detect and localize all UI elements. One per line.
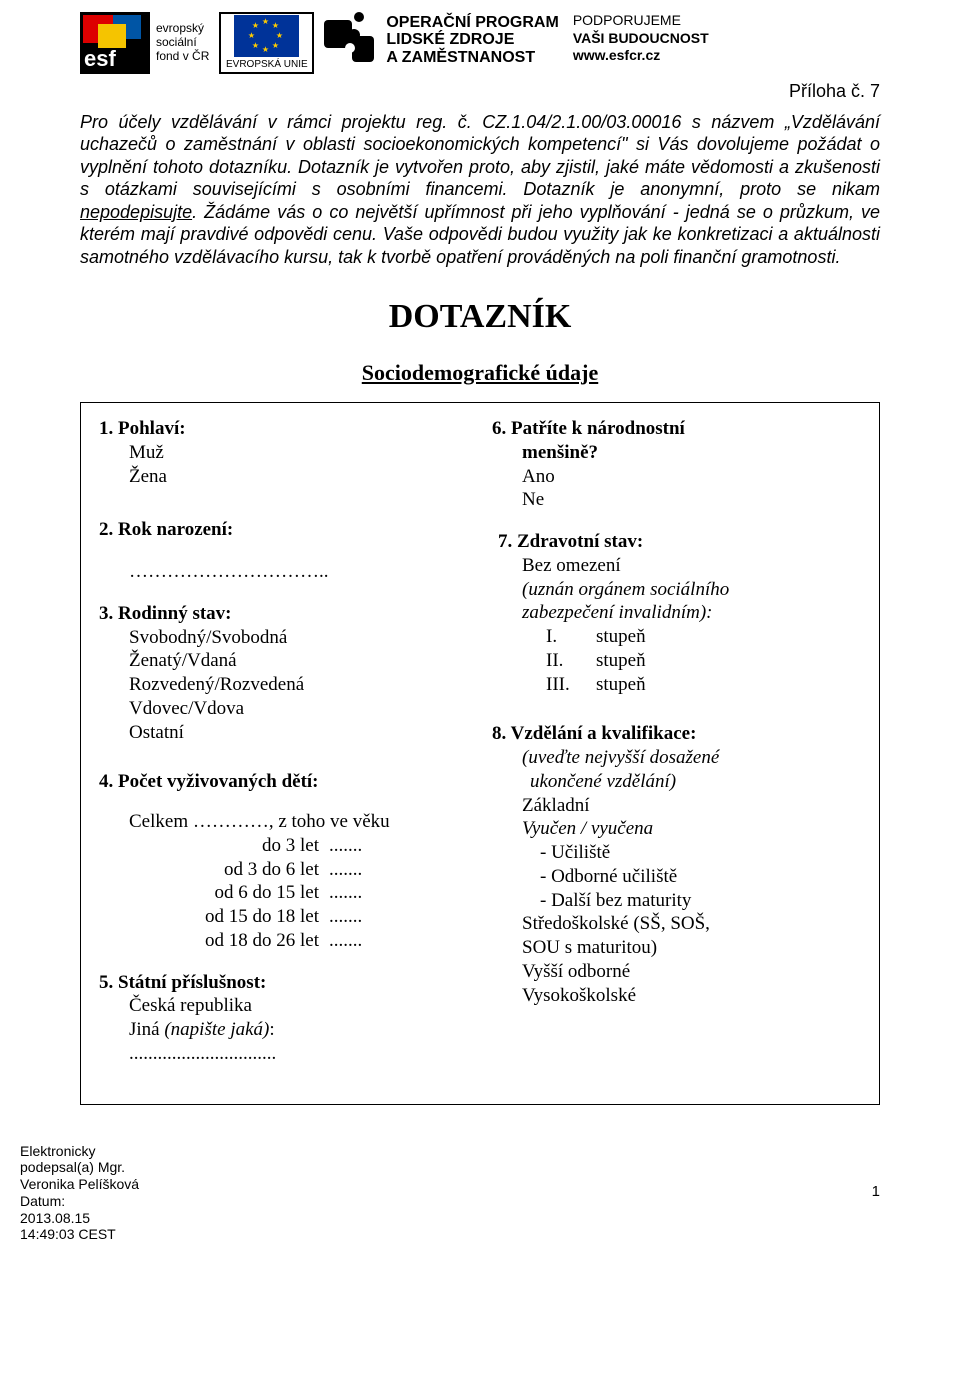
q6-title-b: menšině? [492,441,861,465]
q3-opt-other[interactable]: Ostatní [99,721,468,745]
q6: 6. Patříte k národnostní menšině? Ano Ne [492,417,861,512]
q8-opt-dalsi[interactable]: - Další bez maturity [492,889,861,913]
support-3: www.esfcr.cz [573,47,709,65]
q2-input-line[interactable]: ………………………….. [99,560,468,584]
support-2: VAŠI BUDOUCNOST [573,30,709,48]
q5-opt-other[interactable]: Jiná (napište jaká): [99,1018,468,1042]
esf-caption-3: fond v ČR [156,50,209,64]
sig-l1: Elektronicky [20,1143,880,1160]
q3-opt-divorced[interactable]: Rozvedený/Rozvedená [99,673,468,697]
q1-title: 1. Pohlaví: [99,417,468,441]
q7-title: 7. Zdravotní stav: [492,530,861,554]
form-box: 1. Pohlaví: Muž Žena 2. Rok narození: ……… [80,402,880,1105]
q7-opt-s1[interactable]: I.stupeň [492,625,861,649]
q8-opt-odborne[interactable]: - Odborné učiliště [492,865,861,889]
q3: 3. Rodinný stav: Svobodný/Svobodná Ženat… [99,602,468,745]
eu-flag-icon: ★★ ★★ ★★ ★★ [234,15,299,57]
q8-opt-uciliste[interactable]: - Učiliště [492,841,861,865]
q2-title: 2. Rok narození: [99,518,468,542]
q8-opt-trained: Vyučen / vyučena [492,817,861,841]
esf-icon: esf [80,12,150,74]
page-title: DOTAZNÍK [80,296,880,339]
q5-title: 5. Státní příslušnost: [99,971,468,995]
sig-l6: 14:49:03 CEST [20,1226,880,1243]
q4-row-2[interactable]: od 3 do 6 let....... [99,858,468,882]
q8-opt-vos[interactable]: Vyšší odborné [492,960,861,984]
esf-caption: evropský sociální fond v ČR [156,22,209,63]
q7-opt-s2[interactable]: II.stupeň [492,649,861,673]
document-page: esf evropský sociální fond v ČR ★★ ★★ ★★… [0,0,960,1202]
sig-l5: 2013.08.15 [20,1210,880,1227]
esf-caption-2: sociální [156,36,209,50]
q3-title: 3. Rodinný stav: [99,602,468,626]
q8: 8. Vzdělání a kvalifikace: (uveďte nejvy… [492,722,861,1007]
logo-esf: esf evropský sociální fond v ČR [80,12,209,74]
opz-line3: A ZAMĚSTNANOST [386,49,558,67]
q5-input-line[interactable]: ............................... [99,1042,468,1066]
puzzle-icon [324,12,380,68]
q4-row-1[interactable]: do 3 let....... [99,834,468,858]
q7-note-2: zabezpečení invalidním): [492,601,861,625]
q6-opt-no[interactable]: Ne [492,488,861,512]
support-1: PODPORUJEME [573,12,709,30]
support-block: PODPORUJEME VAŠI BUDOUCNOST www.esfcr.cz [573,12,709,65]
q4-title: 4. Počet vyživovaných dětí: [99,770,468,794]
right-column: 6. Patříte k národnostní menšině? Ano Ne… [492,417,861,1084]
q7-note-1: (uznán orgánem sociálního [492,578,861,602]
q8-opt-ss[interactable]: Středoškolské (SŠ, SOŠ, [492,912,861,936]
q6-opt-yes[interactable]: Ano [492,465,861,489]
q4: 4. Počet vyživovaných dětí: Celkem …………,… [99,770,468,952]
q8-note-2: ukončené vzdělání) [492,770,861,794]
q3-opt-married[interactable]: Ženatý/Vdaná [99,649,468,673]
q5: 5. Státní příslušnost: Česká republika J… [99,971,468,1066]
q2: 2. Rok narození: ………………………….. [99,518,468,584]
intro-a: Pro účely vzdělávání v rámci projektu re… [80,112,880,200]
q6-title-a: 6. Patříte k národnostní [492,417,861,441]
intro-underline: nepodepisujte [80,202,192,222]
q7-opt-s3[interactable]: III.stupeň [492,673,861,697]
logo-opz: OPERAČNÍ PROGRAM LIDSKÉ ZDROJE A ZAMĚSTN… [324,12,558,68]
sig-l2: podepsal(a) Mgr. [20,1159,880,1176]
q4-row-5[interactable]: od 18 do 26 let....... [99,929,468,953]
q8-title: 8. Vzdělání a kvalifikace: [492,722,861,746]
q3-opt-widowed[interactable]: Vdovec/Vdova [99,697,468,721]
opz-text: OPERAČNÍ PROGRAM LIDSKÉ ZDROJE A ZAMĚSTN… [386,14,558,67]
q1-opt-male[interactable]: Muž [99,441,468,465]
q4-row-3[interactable]: od 6 do 15 let....... [99,881,468,905]
opz-line1: OPERAČNÍ PROGRAM [386,14,558,32]
q1: 1. Pohlaví: Muž Žena [99,417,468,488]
esf-caption-1: evropský [156,22,209,36]
q8-note-1: (uveďte nejvyšší dosažené [492,746,861,770]
q8-opt-vs[interactable]: Vysokoškolské [492,984,861,1008]
intro-b: . Žádáme vás o co největší upřímnost při… [80,202,880,267]
page-subtitle: Sociodemografické údaje [80,359,880,387]
q7-opt-none[interactable]: Bez omezení [492,554,861,578]
eu-label: EVROPSKÁ UNIE [226,59,308,72]
esf-abbr: esf [84,45,116,73]
left-column: 1. Pohlaví: Muž Žena 2. Rok narození: ……… [99,417,468,1084]
logo-eu: ★★ ★★ ★★ ★★ EVROPSKÁ UNIE [219,12,314,74]
opz-line2: LIDSKÉ ZDROJE [386,31,558,49]
q8-opt-ss-b: SOU s maturitou) [492,936,861,960]
q4-total-line[interactable]: Celkem …………, z toho ve věku [99,810,468,834]
q5-opt-cz[interactable]: Česká republika [99,994,468,1018]
page-number: 1 [80,1183,880,1202]
attachment-label: Příloha č. 7 [80,80,880,103]
q3-opt-single[interactable]: Svobodný/Svobodná [99,626,468,650]
q7: 7. Zdravotní stav: Bez omezení (uznán or… [492,530,861,696]
intro-paragraph: Pro účely vzdělávání v rámci projektu re… [80,111,880,269]
q1-opt-female[interactable]: Žena [99,465,468,489]
header-logos: esf evropský sociální fond v ČR ★★ ★★ ★★… [80,12,880,74]
q8-opt-basic[interactable]: Základní [492,794,861,818]
q4-row-4[interactable]: od 15 do 18 let....... [99,905,468,929]
